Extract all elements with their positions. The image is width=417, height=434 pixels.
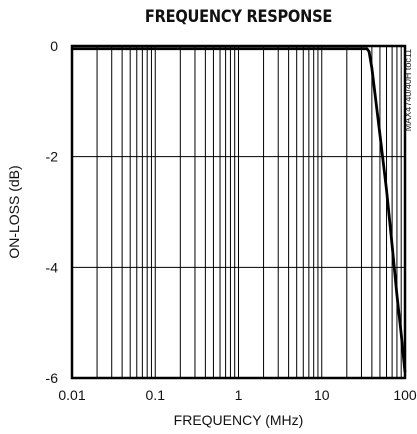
- series-line: [72, 47, 407, 373]
- x-tick-label: 1: [235, 387, 243, 403]
- x-tick-label: 10: [314, 387, 330, 403]
- x-tick-label: 0.1: [146, 387, 166, 403]
- plot-frame: [70, 44, 407, 380]
- y-tick-label: 0: [50, 38, 58, 54]
- x-tick-label: 100: [393, 387, 417, 403]
- y-tick-label: -6: [46, 370, 59, 386]
- chart-title: FREQUENCY RESPONSE: [144, 7, 333, 27]
- x-tick-label: 0.01: [58, 387, 85, 403]
- y-tick-label: -2: [46, 149, 59, 165]
- x-axis-label: FREQUENCY (MHz): [173, 412, 304, 428]
- y-tick-label: -4: [46, 259, 59, 275]
